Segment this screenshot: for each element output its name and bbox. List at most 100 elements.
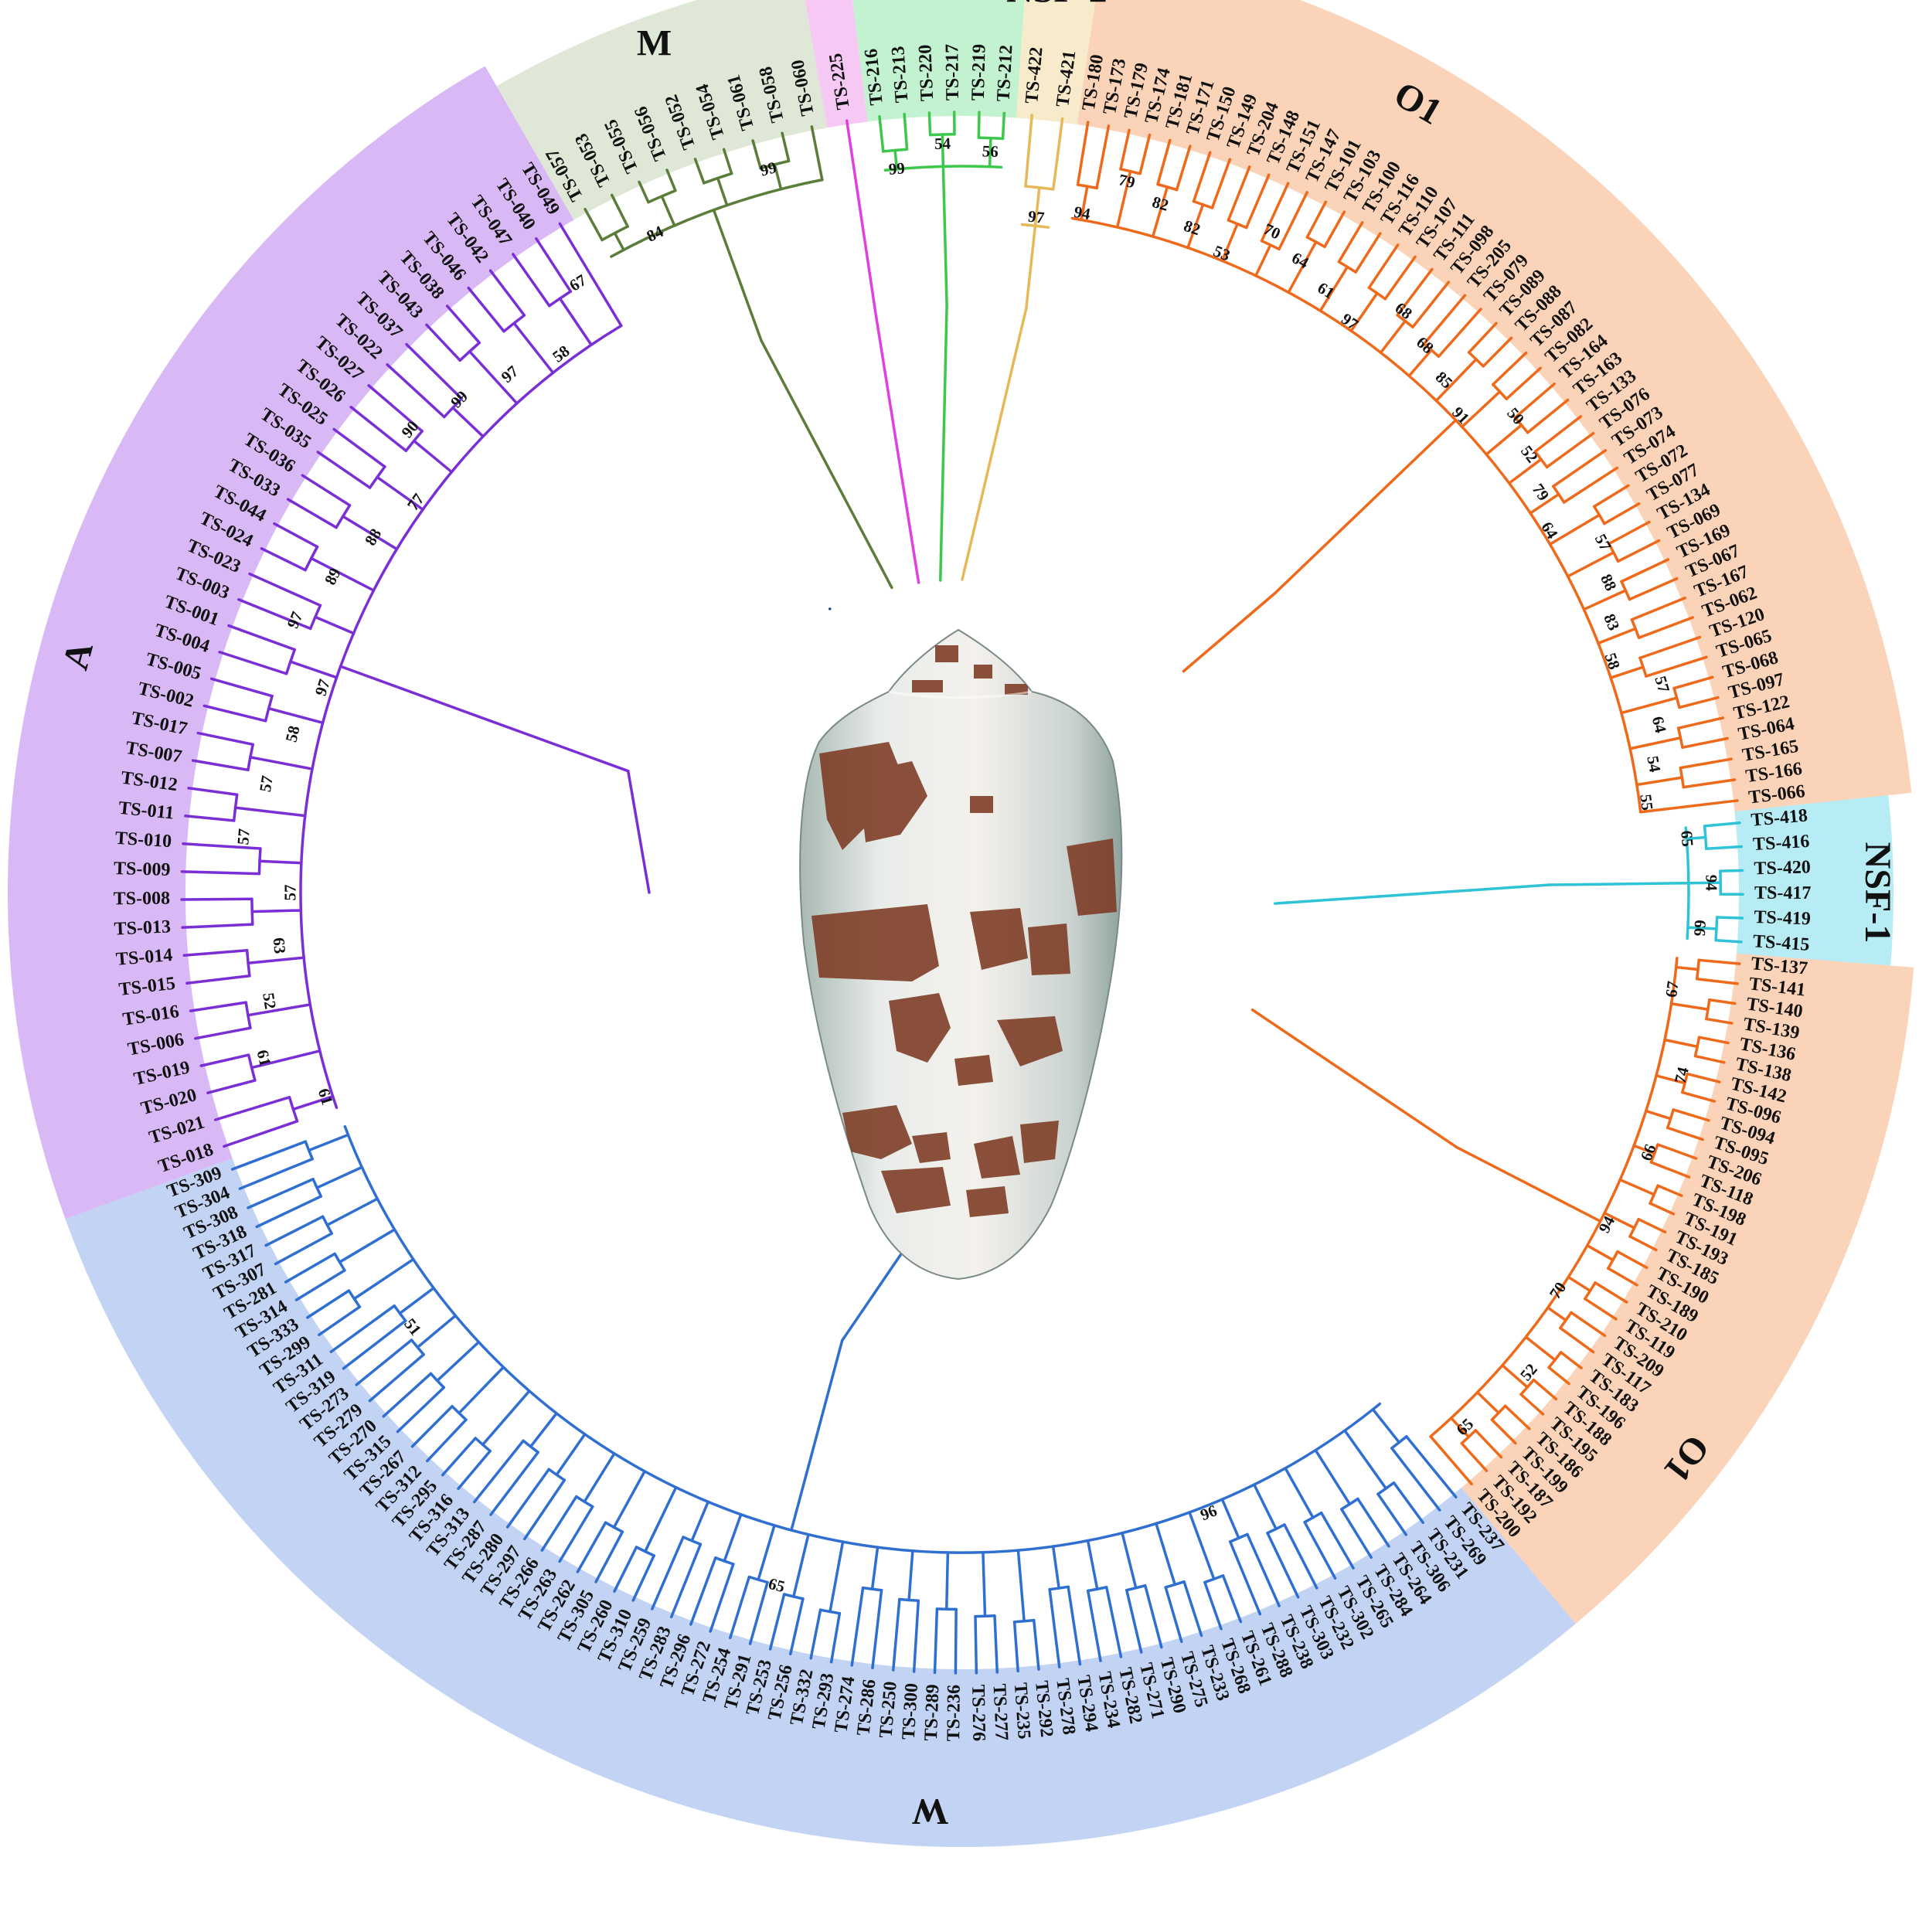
tip-branch <box>1323 210 1346 249</box>
subnode-branch <box>1220 222 1239 263</box>
tip-branch <box>1672 675 1714 690</box>
tip-branch <box>1638 635 1702 660</box>
tip-branch <box>410 1405 454 1448</box>
subnode-branch <box>690 1500 709 1543</box>
bootstrap-value: 61 <box>1315 278 1338 302</box>
stem-branch <box>1274 883 1551 905</box>
subnode-branch <box>481 1389 531 1447</box>
subnode-branch <box>1628 736 1683 750</box>
subnode-branch <box>1686 926 1718 930</box>
stem-branch <box>939 304 948 582</box>
subnode-branch <box>1253 1483 1278 1531</box>
tip-label: TS-213 <box>888 46 912 104</box>
tip-branch <box>912 1599 920 1673</box>
tip-label: TS-416 <box>1752 832 1810 855</box>
subnode-branch <box>907 1549 914 1602</box>
tip-branch <box>871 1588 883 1670</box>
tip-branch <box>1649 1202 1676 1216</box>
subnode-branch <box>1635 776 1684 787</box>
tip-branch <box>993 1614 999 1674</box>
tip-branch <box>227 624 297 651</box>
tip-label: TS-417 <box>1754 883 1811 903</box>
subnode-branch <box>773 163 783 191</box>
tip-branch <box>1429 1435 1473 1486</box>
tip-branch <box>237 598 312 631</box>
internal-branch <box>339 665 630 773</box>
tip-branch <box>284 1252 336 1284</box>
subnode-branch <box>1343 1429 1388 1490</box>
subnode-branch <box>250 909 303 913</box>
tip-branch <box>1482 336 1513 368</box>
tip-branch <box>1182 1580 1203 1638</box>
tip-branch <box>405 342 464 400</box>
tip-branch <box>1681 736 1729 749</box>
bootstrap-value: 94 <box>1073 202 1092 223</box>
bootstrap-value: 65 <box>1677 830 1696 848</box>
bootstrap-value: 56 <box>982 141 999 161</box>
bootstrap-value: 97 <box>1338 309 1362 334</box>
tip-branch <box>202 704 267 723</box>
tip-label: TS-010 <box>114 828 172 852</box>
tip-branch <box>1630 596 1687 621</box>
subnode-branch <box>982 1551 987 1618</box>
tip-label: TS-276 <box>968 1685 988 1742</box>
tip-branch <box>977 111 981 139</box>
tip-branch <box>274 1232 333 1266</box>
tip-branch <box>1460 1441 1489 1472</box>
subnode-branch <box>1121 1531 1138 1590</box>
clade-o1b <box>1250 956 1741 1486</box>
subnode-branch <box>315 1165 363 1189</box>
tip-branch <box>933 1607 939 1675</box>
tip-branch <box>1714 939 1743 944</box>
tip-branch <box>316 451 372 489</box>
tip-branch <box>1356 1497 1390 1548</box>
subnode-branch <box>247 956 305 965</box>
tip-branch <box>1616 539 1661 563</box>
tip-branch <box>1519 1393 1545 1416</box>
subnode-branch <box>1609 665 1645 679</box>
tip-branch <box>488 269 526 317</box>
tip-branch <box>892 1597 901 1672</box>
tip-branch <box>1552 449 1608 488</box>
tip-branch <box>1628 577 1679 601</box>
tip-branch <box>180 897 253 901</box>
subnode-branch <box>1151 185 1169 238</box>
tip-branch <box>722 148 733 175</box>
tip-branch <box>1354 232 1382 274</box>
subnode-branch <box>757 1524 776 1581</box>
subnode-branch <box>988 136 992 168</box>
tip-branch <box>1697 1036 1730 1045</box>
bootstrap-value: 58 <box>549 342 573 366</box>
tip-branch <box>1559 1351 1583 1369</box>
subnode-branch <box>325 1197 379 1226</box>
subnode-branch <box>233 806 307 818</box>
tip-branch <box>1119 128 1131 171</box>
tip-branch <box>185 975 251 985</box>
subnode-branch <box>1586 1243 1614 1262</box>
tip-branch <box>1678 696 1720 709</box>
bootstrap-value: 97 <box>1027 207 1045 227</box>
tip-branch <box>729 1575 751 1640</box>
internal-branch <box>1548 881 1690 886</box>
tip-branch <box>850 1586 865 1667</box>
bootstrap-value: 57 <box>281 885 300 901</box>
internal-branch <box>1024 224 1037 311</box>
subnode-branch <box>267 706 325 725</box>
subnode-branch <box>1645 1109 1672 1121</box>
subnode-branch <box>870 1546 880 1590</box>
tip-branch <box>218 651 288 675</box>
bootstrap-value: 58 <box>282 724 304 744</box>
bootstrap-value: 99 <box>1690 920 1710 937</box>
tip-branch <box>1703 821 1741 828</box>
subnode-branch <box>723 1513 743 1563</box>
tip-branch <box>332 427 386 468</box>
subnode-branch <box>1582 589 1628 611</box>
tip-branch <box>845 119 865 231</box>
tip-branch <box>445 304 481 345</box>
subnode-branch <box>1475 1390 1500 1415</box>
tip-branch <box>1559 1326 1595 1354</box>
bootstrap-value: 97 <box>283 609 306 631</box>
subnode-branch <box>829 1540 845 1614</box>
tip-branch <box>187 787 239 797</box>
